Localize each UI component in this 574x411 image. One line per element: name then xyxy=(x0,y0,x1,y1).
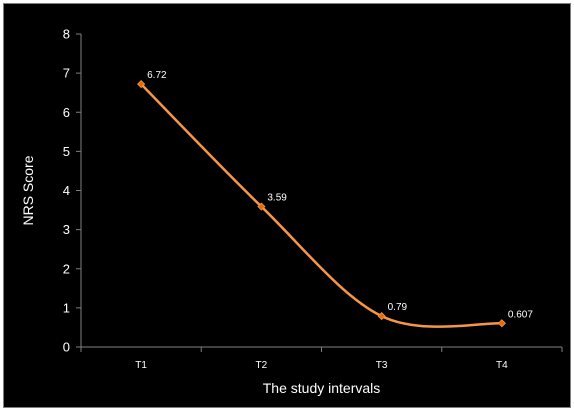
y-tick-label: 3 xyxy=(63,222,70,237)
data-label: 0.79 xyxy=(388,302,408,313)
y-tick-label: 7 xyxy=(63,66,70,81)
y-axis-title: NRS Score xyxy=(20,155,36,225)
y-tick-label: 6 xyxy=(63,105,70,120)
line-chart: 0 1 2 3 4 5 6 7 8 T1 T2 T3 T4 6.72 3.59 0.79 0.607 The … xyxy=(20,27,563,396)
y-tick-label: 4 xyxy=(63,183,70,198)
series-line xyxy=(139,82,504,328)
chart-area: 0 1 2 3 4 5 6 7 8 T1 T2 T3 T4 6.72 3.59 0.79 0.607 The … xyxy=(3,3,571,408)
y-tick-label: 5 xyxy=(63,144,70,159)
data-label: 6.72 xyxy=(147,70,167,81)
x-tick-label: T3 xyxy=(376,360,388,371)
y-tick-label: 0 xyxy=(63,340,70,355)
data-label: 0.607 xyxy=(508,309,533,320)
data-point-marker xyxy=(257,202,266,211)
x-tick-label: T1 xyxy=(135,360,147,371)
data-point-marker xyxy=(377,312,386,321)
data-point-marker xyxy=(137,80,146,89)
x-tick-label: T2 xyxy=(256,360,268,371)
y-tick-label: 2 xyxy=(63,261,70,276)
data-label: 3.59 xyxy=(267,193,287,204)
x-axis-title: The study intervals xyxy=(263,380,381,396)
y-tick-label: 8 xyxy=(63,27,70,42)
y-tick-label: 1 xyxy=(63,300,70,315)
x-tick-label: T4 xyxy=(496,360,508,371)
data-point-marker xyxy=(497,319,506,328)
